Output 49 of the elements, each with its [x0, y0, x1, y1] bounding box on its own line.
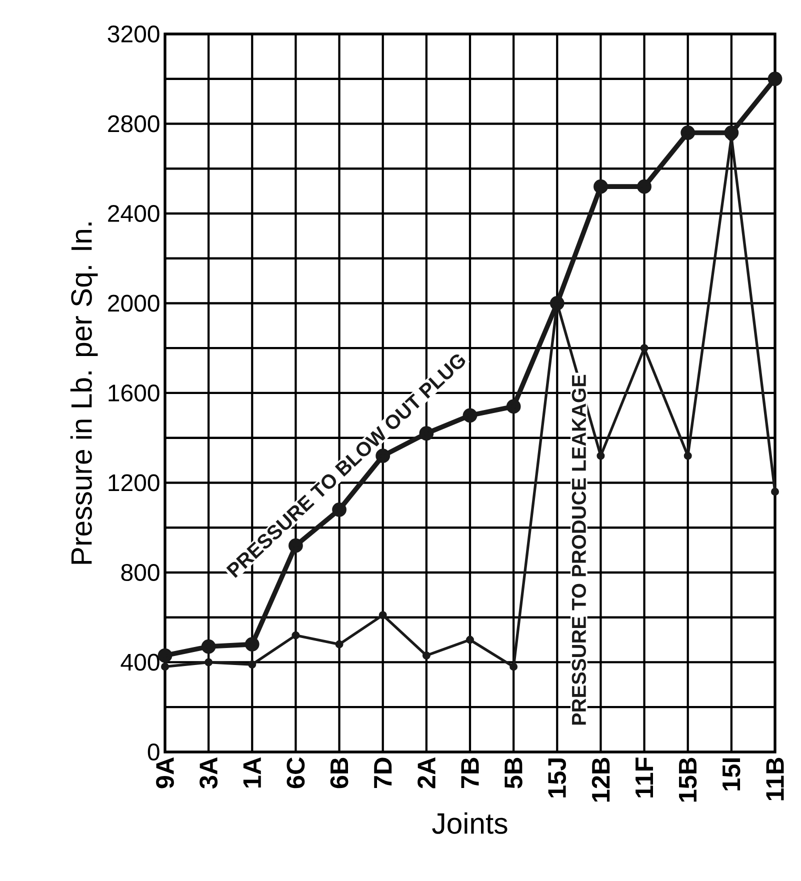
point: [510, 662, 518, 671]
y-tick-label: 400: [120, 654, 160, 671]
x-tick-label: 7D: [374, 758, 392, 788]
point: [201, 639, 216, 654]
x-axis-title: Joints: [432, 812, 508, 834]
point: [462, 408, 478, 423]
x-tick-label: 5B: [504, 758, 522, 788]
x-tick-label: 2A: [418, 757, 436, 788]
point: [378, 611, 387, 620]
x-tick-label: 15J: [548, 758, 566, 798]
y-tick-label: 2000: [108, 294, 160, 312]
point: [332, 502, 346, 517]
point: [244, 637, 260, 652]
x-tick-label: 11B: [766, 758, 784, 800]
point: [419, 426, 434, 441]
y-tick-label: 800: [121, 564, 160, 581]
point: [158, 648, 172, 663]
y-tick-label: 2800: [108, 115, 160, 132]
point: [768, 72, 782, 86]
point: [596, 452, 605, 460]
point: [640, 344, 648, 352]
x-tick-label: 3A: [200, 757, 218, 789]
text: PRESSURE TO PRODUCE LEAKAGE: [572, 374, 586, 725]
y-tick-label: 1600: [108, 384, 160, 402]
y-tick-label: 3200: [108, 25, 160, 42]
x-tick-label: 12B: [592, 758, 610, 802]
point: [637, 179, 652, 194]
point: [594, 179, 608, 194]
point: [335, 640, 344, 648]
point: [422, 652, 430, 660]
x-tick-label: 15I: [722, 758, 740, 790]
y-tick-label: 2400: [108, 204, 160, 222]
point: [506, 399, 521, 414]
point: [248, 660, 256, 668]
point: [204, 658, 213, 666]
point: [771, 488, 780, 496]
point: [292, 631, 300, 640]
x-tick-label: 7B: [461, 758, 479, 788]
x-tick-label: 11F: [636, 758, 653, 798]
point: [161, 662, 169, 671]
y-axis-title: Pressure in Lb. per Sq. In.: [70, 222, 98, 564]
x-tick-label: 15B: [679, 758, 697, 802]
x-tick-label: 6C: [286, 757, 305, 788]
y-tick-label: 1200: [108, 474, 160, 492]
point: [466, 636, 474, 644]
point: [684, 452, 692, 460]
x-tick-label: 1A: [243, 757, 261, 788]
point: [680, 126, 696, 140]
x-tick-label: 6B: [330, 758, 348, 788]
